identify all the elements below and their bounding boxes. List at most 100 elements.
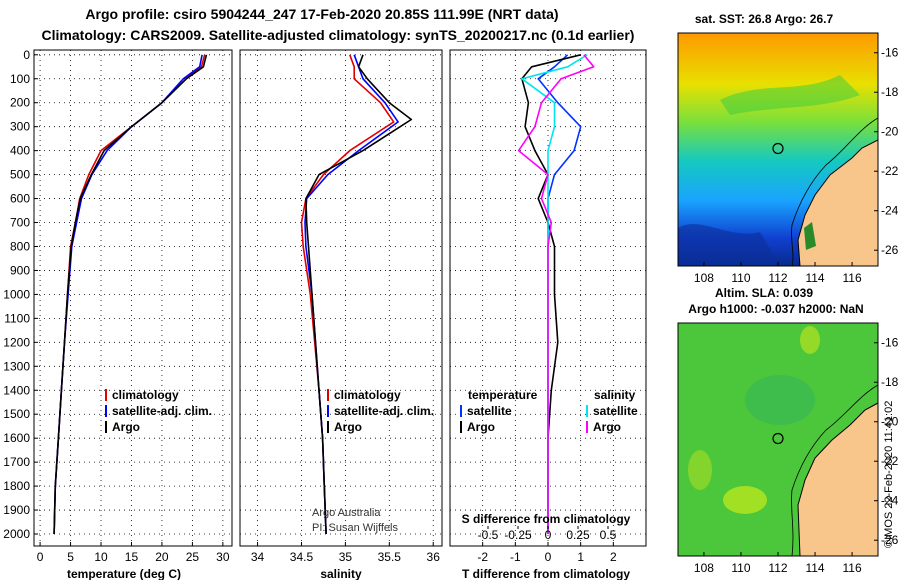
- y-tick-label: 700: [10, 216, 30, 230]
- salinity-lines: [300, 54, 413, 535]
- annotation-line2: PI: Susan Wijffels: [312, 522, 398, 534]
- y-tick-label: 1200: [3, 335, 30, 349]
- y-tick-label: 2000: [3, 527, 30, 541]
- series-line: [537, 54, 582, 534]
- temperature-ticks: 0 5 10 15 20 25 30: [37, 542, 230, 564]
- y-tick-label: 800: [10, 239, 30, 253]
- temperature-xlabel: temperature (deg C): [67, 567, 181, 580]
- x-tick-label: 0: [37, 550, 44, 564]
- header-line2: Climatology: CARS2009. Satellite-adjuste…: [42, 27, 635, 43]
- map-x-tick-label: 108: [694, 271, 714, 285]
- x-tick-label: 5: [67, 550, 74, 564]
- t-difference-xlabel: T difference from climatology: [462, 567, 630, 580]
- sla-land: [797, 402, 878, 556]
- map-x-tick-label: 110: [731, 561, 750, 575]
- y-tick-label: 600: [10, 192, 30, 206]
- depth-ticks: 0 100 200 300 400 500 600 700 800 900 1000 1100 1200…: [3, 48, 38, 541]
- x-tick-label: -2: [477, 550, 488, 564]
- map-y-tick-label: -20: [881, 125, 899, 139]
- map-y-tick-label: -22: [881, 164, 899, 178]
- sst-cold-patch: [678, 224, 780, 266]
- salinity-ticks: 34 34.5 35 35.5 36: [251, 542, 440, 564]
- difference-lines: [517, 54, 595, 534]
- x-tick-label: 35: [339, 550, 353, 564]
- y-tick-label: 1900: [3, 503, 30, 517]
- temperature-grid: [34, 50, 232, 546]
- sla-map-title1: Altim. SLA: 0.039: [715, 286, 813, 300]
- difference-legend: temperature satellite Argo salinity sate…: [460, 388, 638, 434]
- sst-map-ticks: 108 110 112 114 116 -16 -18 -20 -22 -24 -26: [694, 46, 899, 285]
- map-y-tick-label: -18: [881, 85, 899, 99]
- salinity-panel: 34 34.5 35 35.5 36 salinity climatology sate…: [239, 49, 443, 580]
- map-x-tick-label: 110: [731, 271, 750, 285]
- x-tick-label: 25: [186, 550, 200, 564]
- sst-map-title: sat. SST: 26.8 Argo: 26.7: [695, 12, 834, 26]
- legend-satellite: satellite-adj. clim.: [334, 404, 434, 418]
- sla-map-ticks: 108 110 112 114 116 -16 -18 -20 -22 -24 -26: [694, 336, 899, 575]
- sla-argo-marker: [772, 432, 784, 445]
- x-tick-label: 1: [577, 550, 584, 564]
- difference-panel: -2 -1 0 1 2 -0.5 -0.25 0 0.25 0.5 T difference f…: [449, 49, 647, 580]
- map-y-tick-label: -22: [881, 454, 899, 468]
- x-tick-label: 2: [610, 550, 617, 564]
- legend-s-argo: Argo: [593, 420, 621, 434]
- map-y-tick-label: -26: [881, 243, 899, 257]
- y-tick-label: 1400: [3, 383, 30, 397]
- s-tick-label: 0: [545, 528, 552, 542]
- temperature-lines: [53, 54, 208, 535]
- temperature-legend: climatology satellite-adj. clim. Argo: [105, 388, 212, 434]
- map-x-tick-label: 112: [768, 271, 787, 285]
- sst-bathymetry: [791, 117, 878, 266]
- map-y-tick-label: -20: [881, 415, 899, 429]
- map-x-tick-label: 114: [805, 271, 824, 285]
- y-tick-label: 900: [10, 263, 30, 277]
- salinity-grid: [240, 50, 442, 546]
- y-tick-label: 400: [10, 144, 30, 158]
- s-tick-label: -0.5: [478, 528, 499, 542]
- y-tick-label: 1100: [4, 311, 30, 325]
- series-line: [521, 54, 581, 534]
- sst-argo-marker: [772, 142, 784, 155]
- map-y-tick-label: -24: [881, 204, 899, 218]
- map-y-tick-label: -16: [881, 46, 899, 60]
- annotation-line1: Argo Australia: [312, 507, 381, 519]
- y-tick-label: 1500: [3, 407, 30, 421]
- legend-argo: Argo: [112, 420, 140, 434]
- legend-salinity-title: salinity: [594, 388, 636, 402]
- legend-temperature-title: temperature: [468, 388, 538, 402]
- x-tick-label: 34: [251, 550, 265, 564]
- legend-s-satellite: satellite: [593, 404, 638, 418]
- y-tick-label: 1600: [3, 431, 30, 445]
- map-y-tick-label: -16: [881, 336, 899, 350]
- sla-map-title2: Argo h1000: -0.037 h2000: NaN: [688, 302, 863, 316]
- sla-bathymetry: [791, 384, 878, 556]
- sla-anomaly: [723, 486, 767, 514]
- y-tick-label: 500: [10, 168, 30, 182]
- credit: ©IMOS 22-Feb-2020 11:41:02: [883, 401, 895, 548]
- x-tick-label: 15: [125, 550, 139, 564]
- sla-map: Altim. SLA: 0.039 Argo h1000: -0.037 h20…: [677, 286, 899, 575]
- x-tick-label: 34.5: [290, 550, 314, 564]
- s-tick-label: 0.5: [600, 528, 617, 542]
- y-tick-label: 1000: [3, 287, 30, 301]
- x-tick-label: 0: [545, 550, 552, 564]
- sst-map: sat. SST: 26.8 Argo: 26.7 108 110 112 114 11…: [677, 12, 899, 285]
- temperature-axes: [33, 49, 233, 547]
- series-line: [517, 54, 595, 534]
- y-tick-label: 300: [10, 120, 30, 134]
- s-difference-ticks: -0.5 -0.25 0 0.25 0.5: [478, 526, 617, 542]
- salinity-axes: [239, 49, 443, 547]
- sla-anomaly: [688, 450, 712, 490]
- header-line1: Argo profile: csiro 5904244_247 17-Feb-2…: [85, 6, 558, 22]
- map-x-tick-label: 116: [843, 561, 862, 575]
- series-line: [304, 54, 399, 535]
- x-tick-label: 20: [155, 550, 169, 564]
- map-y-tick-label: -24: [881, 494, 899, 508]
- s-tick-label: -0.25: [504, 528, 532, 542]
- legend-satellite: satellite-adj. clim.: [112, 404, 212, 418]
- map-x-tick-label: 112: [768, 561, 787, 575]
- map-y-tick-label: -26: [881, 533, 899, 547]
- map-x-tick-label: 108: [694, 561, 714, 575]
- map-x-tick-label: 114: [805, 561, 824, 575]
- series-line: [53, 54, 208, 535]
